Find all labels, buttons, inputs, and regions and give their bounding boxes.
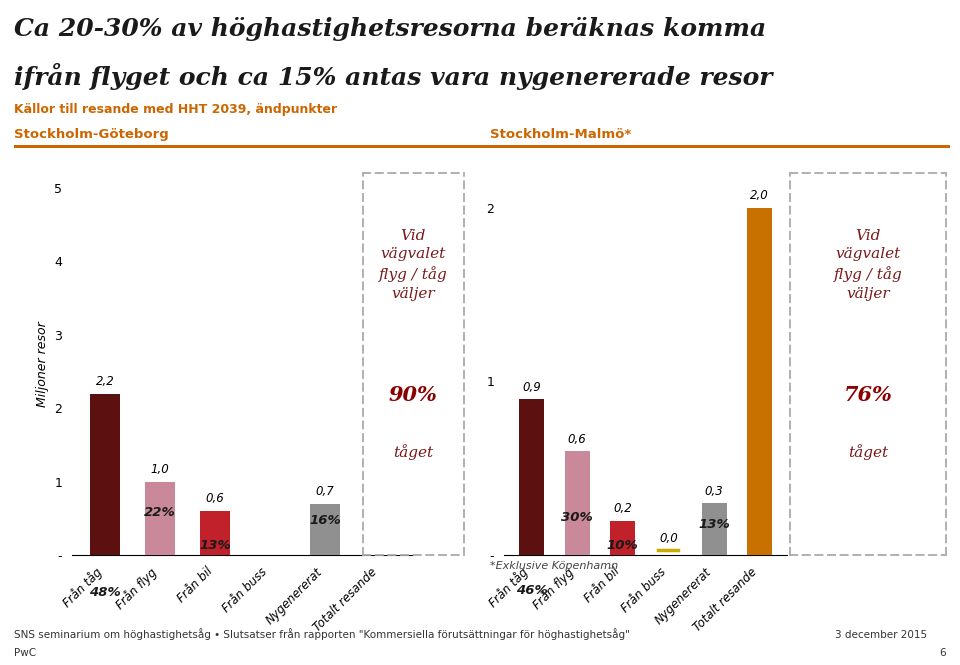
Text: 48%: 48%	[89, 586, 121, 599]
Text: tåget: tåget	[394, 444, 433, 460]
Bar	[200, 511, 230, 555]
Text: 0,2: 0,2	[613, 502, 632, 515]
Text: 13%: 13%	[698, 518, 730, 531]
Text: 0,0: 0,0	[660, 532, 678, 545]
Y-axis label: Miljoner resor: Miljoner resor	[36, 321, 49, 407]
Text: 0,6: 0,6	[205, 492, 225, 505]
Text: 2,0: 2,0	[751, 190, 769, 202]
Text: Stockholm-Malmö*: Stockholm-Malmö*	[490, 128, 631, 141]
Text: Vid
vägvalet
flyg / tåg
väljer: Vid vägvalet flyg / tåg väljer	[379, 229, 447, 301]
Text: 0,7: 0,7	[316, 485, 334, 498]
Bar	[611, 521, 636, 555]
Text: PwC: PwC	[14, 648, 36, 658]
Text: 0,6: 0,6	[567, 433, 587, 446]
Text: 0,9: 0,9	[522, 380, 540, 394]
Text: 76%: 76%	[844, 384, 892, 405]
Text: 30%: 30%	[562, 511, 593, 524]
Text: 22%: 22%	[144, 505, 176, 519]
Text: 13%: 13%	[199, 539, 230, 551]
Bar	[518, 399, 544, 555]
Text: 46%: 46%	[516, 584, 547, 597]
Bar	[747, 207, 773, 555]
Text: ifrån flyget och ca 15% antas vara nygenererade resor: ifrån flyget och ca 15% antas vara nygen…	[14, 63, 773, 90]
Text: 4,5: 4,5	[371, 205, 389, 219]
Bar	[90, 394, 120, 555]
Text: Ca 20-30% av höghastighetsresorna beräknas komma: Ca 20-30% av höghastighetsresorna beräkn…	[14, 17, 767, 41]
Bar	[365, 224, 395, 555]
Text: tåget: tåget	[848, 444, 888, 460]
Text: Källor till resande med HHT 2039, ändpunkter: Källor till resande med HHT 2039, ändpun…	[14, 103, 338, 116]
Text: 1,0: 1,0	[151, 463, 169, 476]
Text: 16%: 16%	[309, 514, 341, 527]
Text: 0,3: 0,3	[705, 485, 724, 498]
Text: SNS seminarium om höghastighetsåg • Slutsatser från rapporten "Kommersiella föru: SNS seminarium om höghastighetsåg • Slut…	[14, 628, 631, 640]
Text: Stockholm-Göteborg: Stockholm-Göteborg	[14, 128, 169, 141]
Text: 6: 6	[939, 648, 946, 658]
Bar	[310, 504, 340, 555]
Bar	[145, 481, 175, 555]
Bar	[702, 503, 727, 555]
Text: 3 december 2015: 3 december 2015	[835, 630, 927, 640]
Text: 10%: 10%	[607, 539, 638, 552]
Text: *Exklusive Köpenhamn: *Exklusive Köpenhamn	[490, 561, 617, 571]
Bar	[564, 451, 589, 555]
Text: 2,2: 2,2	[96, 374, 114, 388]
Text: Vid
vägvalet
flyg / tåg
väljer: Vid vägvalet flyg / tåg väljer	[833, 229, 902, 301]
Text: 90%: 90%	[389, 384, 438, 405]
